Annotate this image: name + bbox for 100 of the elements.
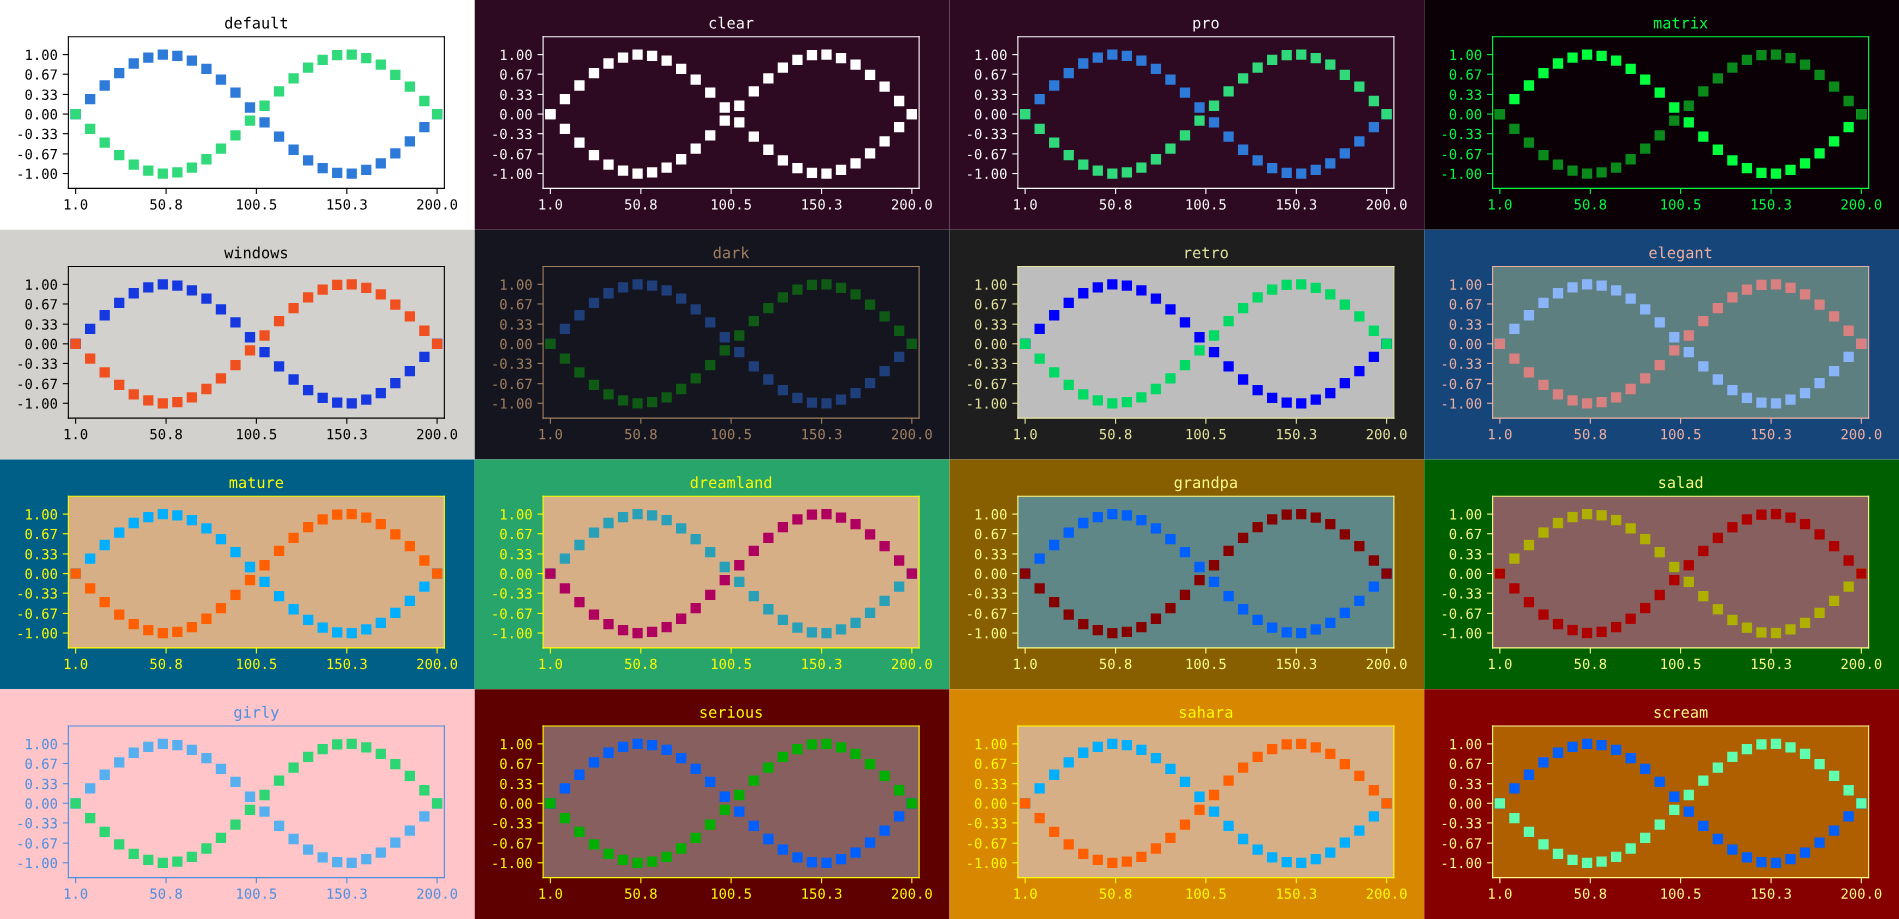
x-tick-label: 1.0: [1014, 199, 1037, 210]
chart-title: matrix: [1653, 16, 1708, 29]
x-tick-label: 1.0: [1489, 199, 1512, 210]
y-tick-label: -0.33: [968, 588, 1007, 599]
x-tick-label: 100.5: [237, 199, 277, 210]
y-tick-label: -0.33: [493, 358, 532, 369]
y-tick-label: -1.00: [968, 168, 1007, 180]
y-tick-label: 0.33: [974, 89, 1007, 100]
y-tick-label: -1.00: [968, 628, 1007, 639]
y-tick-label: 0.00: [25, 338, 58, 350]
chart-title: windows: [224, 246, 288, 259]
x-tick-label: 100.5: [1661, 199, 1701, 210]
x-tick-label: 50.8: [1574, 658, 1607, 670]
y-tick-label: -1.00: [18, 857, 58, 869]
x-tick-label: 200.0: [417, 658, 458, 670]
y-tick-label: 1.00: [1450, 279, 1482, 290]
y-tick-label: 0.33: [1449, 778, 1482, 790]
x-tick-label: 50.8: [625, 199, 657, 210]
y-tick-label: 0.00: [974, 798, 1007, 809]
x-tick-label: 100.5: [1186, 199, 1226, 210]
x-tick-label: 50.8: [625, 428, 657, 440]
y-tick-label: -0.67: [968, 148, 1007, 160]
chart-title: default: [225, 16, 288, 29]
y-tick-label: 0.33: [974, 548, 1007, 560]
y-tick-label: -1.00: [968, 857, 1007, 869]
x-tick-label: 100.5: [711, 199, 751, 210]
y-tick-label: -1.00: [1442, 628, 1482, 639]
x-tick-label: 100.5: [711, 658, 751, 670]
y-tick-label: -0.33: [968, 358, 1007, 369]
y-tick-label: -0.33: [1442, 128, 1482, 140]
y-tick-label: 0.67: [1449, 298, 1482, 310]
y-tick-label: 1.00: [975, 738, 1007, 750]
y-tick-label: 0.67: [1449, 758, 1482, 769]
y-tick-label: 0.00: [974, 109, 1007, 120]
y-tick-label: 0.33: [25, 778, 57, 790]
y-tick-label: -0.67: [18, 378, 57, 390]
x-tick-label: 200.0: [417, 199, 458, 210]
x-tick-label: 100.5: [237, 658, 277, 670]
y-tick-label: 1.00: [975, 509, 1007, 520]
y-tick-label: -0.67: [1442, 608, 1482, 619]
y-tick-label: 0.00: [1449, 568, 1482, 580]
x-tick-label: 1.0: [1489, 428, 1512, 440]
chart-title: pro: [1193, 19, 1219, 32]
y-tick-label: 0.67: [25, 69, 57, 80]
y-tick-label: -1.00: [493, 168, 532, 180]
y-tick-label: 1.00: [26, 509, 58, 520]
y-tick-label: -0.67: [18, 838, 57, 849]
y-tick-label: -1.00: [493, 398, 532, 409]
x-tick-label: 200.0: [1366, 428, 1407, 440]
y-tick-label: 1.00: [26, 738, 58, 750]
y-tick-label: -0.33: [493, 817, 532, 829]
x-tick-label: 200.0: [891, 658, 932, 670]
y-tick-label: 1.00: [1450, 49, 1482, 61]
chart-title: mature: [229, 477, 284, 489]
y-tick-label: 1.00: [975, 49, 1007, 61]
x-tick-label: 200.0: [1841, 658, 1882, 670]
y-tick-label: 0.00: [974, 568, 1007, 580]
y-tick-label: 0.67: [1449, 528, 1482, 540]
y-tick-label: 1.00: [975, 279, 1007, 290]
x-tick-label: 100.5: [1186, 658, 1226, 670]
y-tick-label: 0.67: [500, 298, 532, 310]
y-tick-label: -0.33: [18, 128, 57, 140]
x-tick-label: 100.5: [1661, 428, 1701, 440]
y-tick-label: 1.00: [500, 279, 532, 290]
y-tick-label: -1.00: [493, 628, 532, 639]
x-tick-label: 100.5: [237, 428, 277, 440]
x-tick-label: 200.0: [1366, 199, 1407, 210]
x-tick-label: 200.0: [1366, 888, 1407, 899]
y-tick-label: 0.67: [25, 528, 57, 540]
y-tick-label: 1.00: [500, 49, 532, 61]
x-tick-label: 1.0: [1489, 888, 1512, 899]
chart-title: serious: [700, 706, 762, 718]
x-tick-label: 1.0: [539, 428, 563, 440]
y-tick-label: 0.33: [500, 89, 532, 100]
y-tick-label: -0.67: [968, 378, 1007, 390]
x-tick-label: 50.8: [1574, 199, 1607, 210]
x-tick-label: 200.0: [417, 428, 458, 440]
x-tick-label: 1.0: [1489, 658, 1512, 670]
x-tick-label: 1.0: [1014, 888, 1037, 899]
y-tick-label: 0.00: [25, 798, 58, 809]
y-tick-label: -0.33: [18, 358, 57, 369]
y-tick-label: -0.33: [968, 128, 1007, 140]
y-tick-label: -0.33: [1442, 358, 1482, 369]
y-tick-label: -1.00: [18, 168, 58, 180]
x-tick-label: 100.5: [711, 888, 751, 899]
x-tick-label: 200.0: [891, 888, 932, 899]
chart-title: sahara: [1179, 706, 1233, 718]
x-tick-label: 150.3: [1751, 199, 1791, 210]
chart-title: grandpa: [1174, 476, 1237, 492]
y-tick-label: -0.33: [968, 817, 1007, 829]
x-tick-label: 100.5: [1661, 888, 1701, 899]
y-tick-label: -0.67: [968, 608, 1007, 619]
x-tick-label: 100.5: [711, 428, 751, 440]
y-tick-label: -0.67: [493, 838, 532, 849]
y-tick-label: 0.33: [500, 548, 532, 560]
y-tick-label: 1.00: [1450, 738, 1482, 750]
x-tick-label: 150.3: [327, 658, 367, 670]
x-tick-label: 200.0: [1841, 428, 1882, 440]
chart-title: salad: [1659, 476, 1703, 489]
x-tick-label: 1.0: [539, 888, 563, 899]
